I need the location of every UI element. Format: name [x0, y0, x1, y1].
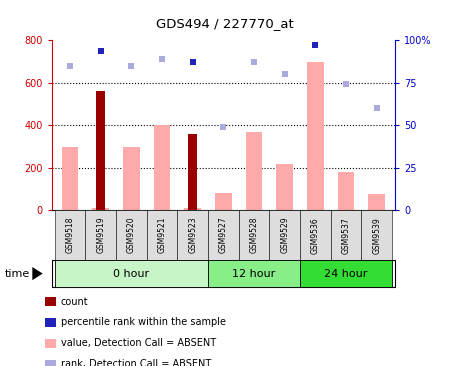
- Text: GSM9518: GSM9518: [66, 217, 75, 253]
- Bar: [189, 134, 197, 210]
- Bar: [92, 208, 109, 210]
- Text: 12 hour: 12 hour: [233, 269, 276, 279]
- Bar: [246, 132, 263, 210]
- Text: GSM9520: GSM9520: [127, 217, 136, 254]
- Point: [158, 56, 166, 62]
- Text: 0 hour: 0 hour: [113, 269, 150, 279]
- Text: percentile rank within the sample: percentile rank within the sample: [61, 317, 225, 328]
- Bar: [368, 194, 385, 210]
- Text: time: time: [4, 269, 30, 279]
- Bar: [338, 172, 354, 210]
- Bar: [307, 61, 324, 210]
- Bar: [123, 147, 140, 210]
- Text: GSM9521: GSM9521: [158, 217, 167, 253]
- Text: 24 hour: 24 hour: [324, 269, 368, 279]
- Text: GDS494 / 227770_at: GDS494 / 227770_at: [156, 17, 293, 30]
- Point: [251, 59, 258, 64]
- Point: [97, 48, 104, 54]
- Text: GSM9537: GSM9537: [342, 217, 351, 254]
- Text: GSM9536: GSM9536: [311, 217, 320, 254]
- Bar: [62, 147, 79, 210]
- Text: GSM9519: GSM9519: [96, 217, 105, 254]
- Bar: [97, 92, 105, 210]
- Text: GSM9539: GSM9539: [372, 217, 381, 254]
- Text: count: count: [61, 296, 88, 307]
- Text: GSM9528: GSM9528: [250, 217, 259, 253]
- Point: [220, 124, 227, 130]
- Point: [343, 81, 350, 87]
- Point: [189, 59, 196, 64]
- Point: [66, 63, 74, 69]
- Bar: [184, 208, 201, 210]
- Text: rank, Detection Call = ABSENT: rank, Detection Call = ABSENT: [61, 359, 211, 366]
- Bar: [154, 125, 171, 210]
- Bar: [276, 164, 293, 210]
- Point: [281, 71, 288, 77]
- Bar: [215, 193, 232, 210]
- Point: [312, 42, 319, 48]
- Point: [128, 63, 135, 69]
- Point: [373, 105, 380, 111]
- Text: GSM9523: GSM9523: [188, 217, 197, 254]
- Text: value, Detection Call = ABSENT: value, Detection Call = ABSENT: [61, 338, 216, 348]
- Text: GSM9529: GSM9529: [280, 217, 289, 254]
- Text: GSM9527: GSM9527: [219, 217, 228, 254]
